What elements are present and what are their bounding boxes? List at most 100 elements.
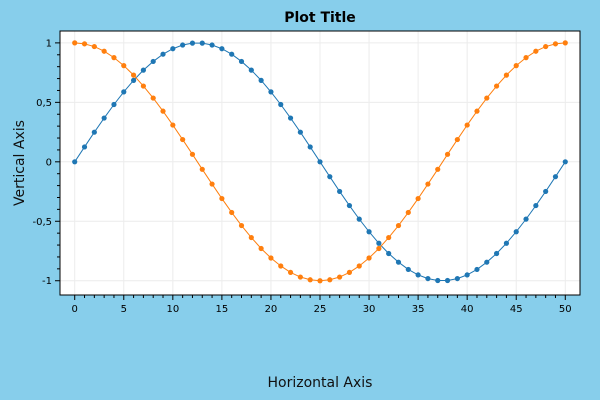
series-1-point <box>376 240 382 246</box>
series-2-point <box>307 277 313 283</box>
series-1-point <box>268 89 274 95</box>
series-1-point <box>562 159 568 165</box>
series-1-point <box>238 58 245 65</box>
series-1-point <box>395 259 402 265</box>
series-1-point <box>101 115 107 121</box>
series-2-point <box>425 181 431 187</box>
series-2-point <box>268 255 274 261</box>
series-1-point <box>248 67 254 73</box>
series-2-point <box>366 255 372 261</box>
series-1-point <box>72 159 78 165</box>
series-2-point <box>297 274 303 280</box>
x-tick-label: 20 <box>265 304 278 315</box>
series-1-point <box>111 101 117 108</box>
series-2-point <box>337 274 343 280</box>
series-1-point <box>337 188 343 195</box>
series-2-point <box>287 269 294 276</box>
chart-title: Plot Title <box>284 10 356 26</box>
x-axis-title: Horizontal Axis <box>268 375 373 391</box>
series-2-point <box>150 95 156 101</box>
series-1-point <box>160 51 166 57</box>
series-1-point <box>464 272 470 278</box>
series-2-point <box>209 181 215 187</box>
series-2-point <box>248 234 254 241</box>
series-1-point <box>415 272 421 278</box>
x-tick-label: 35 <box>412 304 425 315</box>
series-1-point <box>121 89 127 95</box>
series-2-point <box>160 108 166 114</box>
series-2-point <box>533 48 539 54</box>
x-tick-label: 10 <box>166 304 179 315</box>
series-1-point <box>91 129 97 135</box>
x-tick-label: 25 <box>314 304 327 315</box>
y-tick-label: -0,5 <box>32 217 52 228</box>
series-2-point <box>121 63 127 69</box>
series-1-point <box>130 77 137 83</box>
series-1-point <box>307 144 313 150</box>
y-tick-label: 0 <box>46 157 52 168</box>
y-tick-label: -1 <box>42 276 52 287</box>
series-2-point <box>376 245 382 252</box>
series-2-point <box>238 222 245 229</box>
series-1-point <box>199 40 205 46</box>
series-1-point <box>140 67 146 73</box>
x-tick-label: 30 <box>363 304 376 315</box>
series-1-point <box>552 174 559 180</box>
series-1-point <box>405 266 411 273</box>
series-2-point <box>523 55 529 61</box>
series-1-point <box>494 250 500 257</box>
series-2-point <box>474 108 480 114</box>
series-2-point <box>72 40 78 46</box>
series-1-point <box>209 42 215 48</box>
x-tick-label: 5 <box>121 304 127 315</box>
series-2-point <box>494 83 500 89</box>
series-1-point <box>81 144 88 150</box>
series-2-point <box>327 277 333 283</box>
series-2-point <box>543 43 549 50</box>
series-2-point <box>513 63 519 69</box>
series-2-point <box>111 55 117 61</box>
series-2-point <box>562 40 568 46</box>
series-1-point <box>346 202 353 209</box>
series-1-point <box>366 229 372 235</box>
series-2-point <box>258 245 264 252</box>
series-1-point <box>297 129 303 135</box>
x-tick-label: 0 <box>72 304 78 315</box>
series-2-point <box>415 195 421 202</box>
series-2-point <box>229 209 235 216</box>
series-2-point <box>386 234 392 241</box>
series-2-point <box>101 48 107 54</box>
series-1-point <box>317 159 323 165</box>
y-tick-label: 0,5 <box>36 98 52 109</box>
series-1-point <box>543 188 549 195</box>
y-tick-label: 1 <box>46 38 52 49</box>
series-1-point <box>219 46 225 52</box>
series-2-point <box>444 151 451 157</box>
series-2-point <box>356 263 362 269</box>
series-1-point <box>327 174 333 180</box>
y-axis-title: Vertical Axis <box>12 120 28 206</box>
series-1-point <box>356 216 362 222</box>
series-1-point <box>189 40 196 46</box>
series-2-point <box>346 269 353 276</box>
series-1-point <box>150 58 156 65</box>
series-2-point <box>189 151 196 157</box>
x-tick-label: 15 <box>216 304 229 315</box>
series-1-point <box>229 51 235 57</box>
series-2-point <box>435 166 441 172</box>
series-2-point <box>170 122 176 128</box>
x-tick-label: 45 <box>510 304 523 315</box>
series-1-point <box>484 259 490 265</box>
series-2-point <box>140 83 146 89</box>
series-1-point <box>533 202 539 209</box>
series-2-point <box>317 278 323 284</box>
series-1-point <box>454 275 460 282</box>
series-2-point <box>454 136 460 143</box>
series-2-point <box>219 195 225 202</box>
series-2-point <box>552 41 559 47</box>
axes: 0 5 10 15 20 25 30 35 40 45 50 1 0,5 0 -0,5 -1 <box>32 30 581 315</box>
series-2-point <box>130 72 137 78</box>
series-1-point <box>474 266 480 273</box>
series-1-point <box>513 229 519 235</box>
